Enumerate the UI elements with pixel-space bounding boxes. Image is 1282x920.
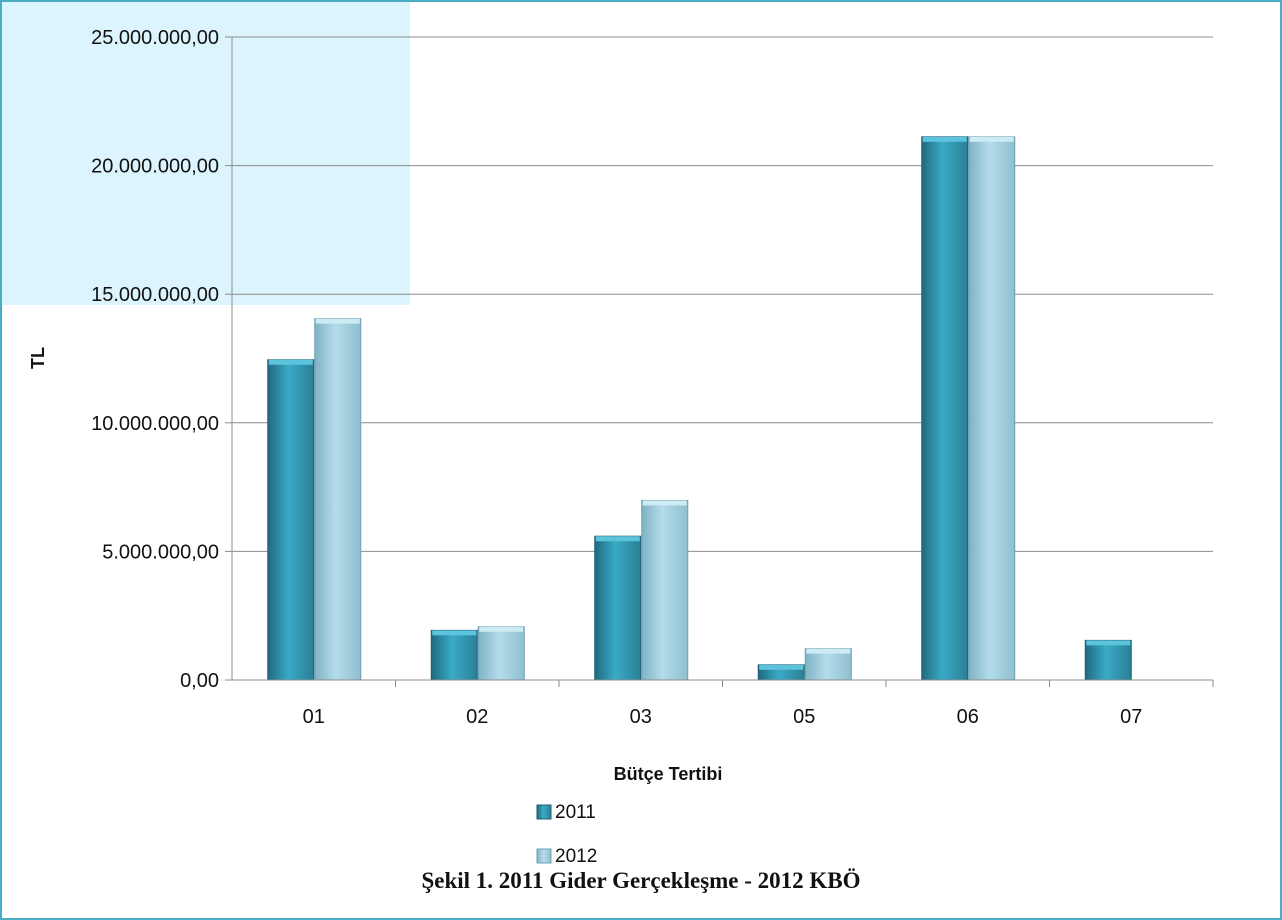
bar-2012-03	[641, 499, 689, 681]
highlight-overlay	[2, 2, 410, 305]
legend-label: 2011	[555, 802, 596, 823]
x-tick-label: 07	[1120, 706, 1142, 728]
bars-group	[267, 136, 1132, 681]
bar-2011-03	[594, 535, 642, 681]
figure-caption: Şekil 1. 2011 Gider Gerçekleşme - 2012 K…	[421, 868, 861, 893]
bar-2012-05	[804, 648, 852, 681]
x-tick-label: 05	[793, 706, 815, 728]
bar-2011-06	[921, 136, 969, 681]
x-axis-label: Bütçe Tertibi	[614, 764, 723, 784]
gridlines	[232, 36, 1213, 552]
bar-2011-05	[757, 664, 805, 681]
y-tick-label: 5.000.000,00	[102, 541, 219, 563]
x-tick-label: 01	[303, 706, 325, 728]
legend-swatch	[536, 848, 552, 864]
bar-2012-01	[314, 318, 362, 681]
bar-2011-01	[267, 359, 315, 681]
legend-item-2011: 2011	[536, 802, 596, 823]
legend: 2011 2012	[536, 802, 597, 867]
legend-item-2012: 2012	[536, 846, 597, 867]
y-tick-label: 15.000.000,00	[91, 284, 219, 306]
y-tick-label: 10.000.000,00	[91, 413, 219, 435]
y-tick-label: 25.000.000,00	[91, 27, 219, 49]
x-tick-label: 06	[957, 706, 979, 728]
legend-swatch	[536, 804, 552, 820]
bar-2011-07	[1084, 639, 1132, 681]
y-tick-label: 20.000.000,00	[91, 156, 219, 178]
x-tick-label: 02	[466, 706, 488, 728]
y-axis-label: TL	[28, 347, 48, 369]
y-tick-label: 0,00	[180, 670, 219, 692]
legend-label: 2012	[555, 846, 597, 867]
tick-labels: 0,00 5.000.000,00 10.000.000,00 15.000.000,…	[91, 27, 1142, 728]
bar-2012-02	[477, 626, 525, 681]
bar-2012-06	[968, 136, 1016, 681]
x-tick-label: 03	[630, 706, 652, 728]
axes	[225, 36, 1214, 687]
bar-2011-02	[430, 629, 478, 681]
